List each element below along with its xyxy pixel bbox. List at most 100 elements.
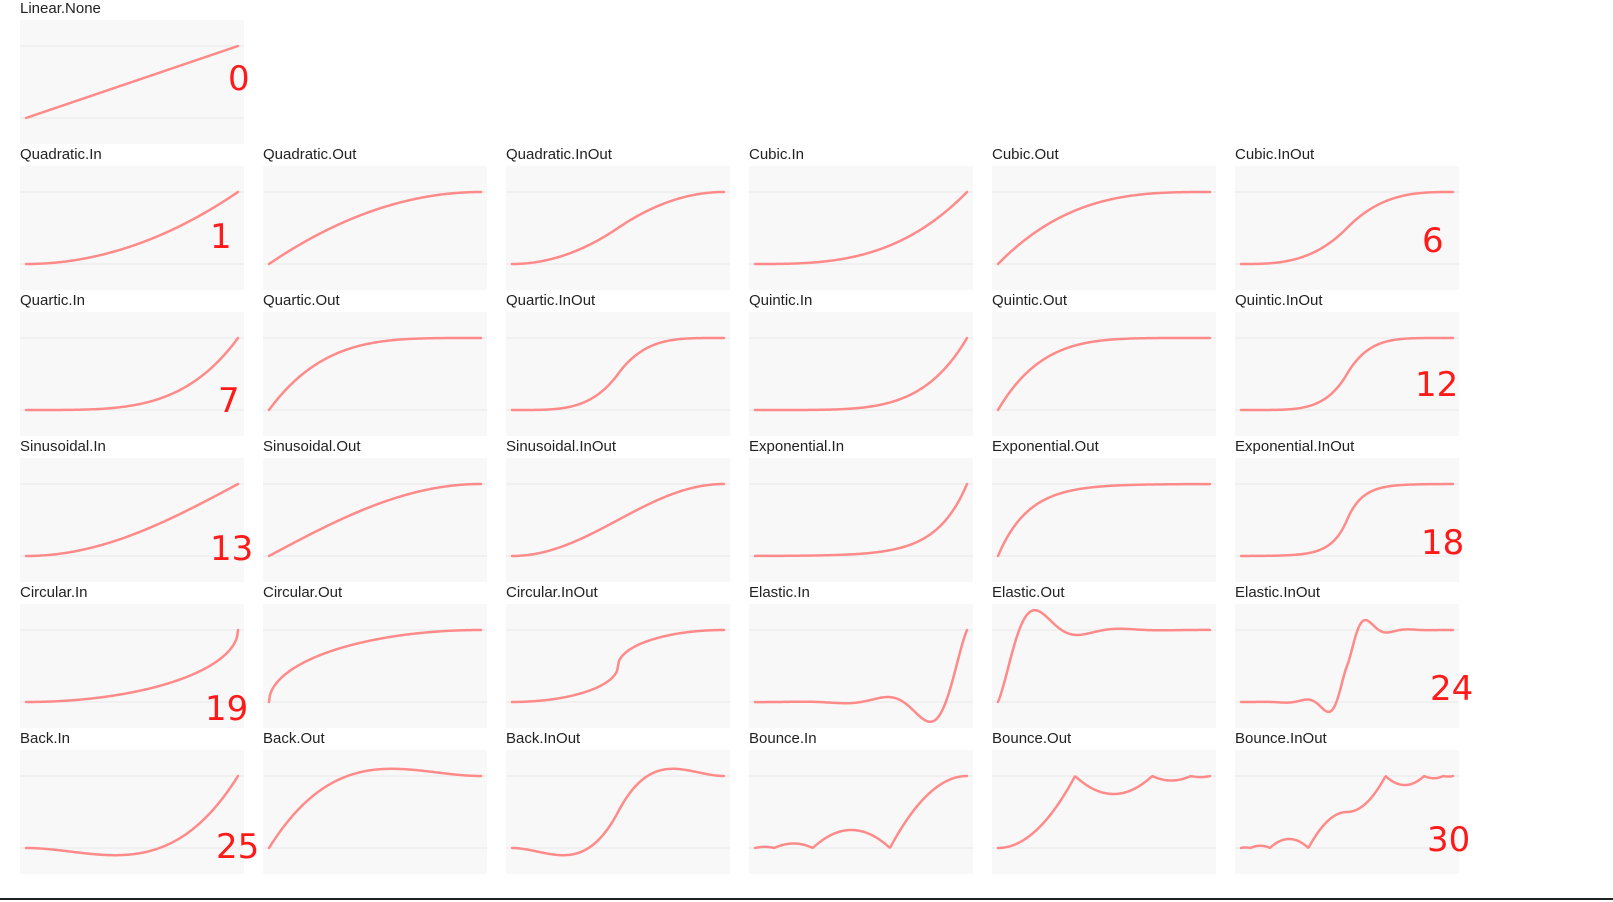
easing-plot-svg [749, 604, 973, 728]
easing-title: Sinusoidal.In [20, 438, 106, 455]
easing-plot-svg [20, 20, 244, 144]
easing-plot [992, 166, 1216, 290]
plot-background [263, 312, 487, 436]
easing-cell-bounceOut: Bounce.Out [992, 730, 1222, 880]
easing-title: Sinusoidal.Out [263, 438, 361, 455]
easing-plot [992, 312, 1216, 436]
easing-title: Exponential.In [749, 438, 845, 455]
easing-cell-circInOut: Circular.InOut [506, 584, 736, 734]
plot-background [992, 166, 1216, 290]
easing-curve [510, 482, 726, 558]
easing-plot-svg [992, 166, 1216, 290]
easing-curve [753, 336, 969, 412]
easing-cell-linear: Linear.None [20, 0, 250, 150]
easing-plot-svg [1235, 312, 1459, 436]
easing-cell-elasticInOut: Elastic.InOut [1235, 584, 1465, 734]
easing-title: Bounce.In [749, 730, 817, 747]
index-badge: 13 [210, 529, 254, 569]
easing-cell-elasticOut: Elastic.Out [992, 584, 1222, 734]
easing-plot [20, 312, 244, 436]
easing-cell-expoIn: Exponential.In [749, 438, 979, 588]
easing-title: Back.In [20, 730, 71, 747]
easing-title: Quartic.InOut [506, 292, 596, 309]
easing-title: Back.InOut [506, 730, 581, 747]
easing-title: Elastic.Out [992, 584, 1065, 601]
easing-plot [506, 458, 730, 582]
index-badge: 19 [205, 689, 249, 729]
easing-plot [749, 458, 973, 582]
easing-cell-expoInOut: Exponential.InOut [1235, 438, 1465, 588]
plot-background [263, 166, 487, 290]
easing-plot-svg [1235, 166, 1459, 290]
easing-plot [263, 604, 487, 728]
easing-curve [267, 767, 483, 850]
easing-plot-svg [1235, 458, 1459, 582]
easing-cell-quadInOut: Quadratic.InOut [506, 146, 736, 296]
easing-plot [20, 750, 244, 874]
easing-plot-svg [20, 458, 244, 582]
easing-curve [510, 190, 726, 266]
easing-plot [506, 604, 730, 728]
easing-plot-svg [749, 750, 973, 874]
easing-title: Sinusoidal.InOut [506, 438, 617, 455]
easing-curve [510, 336, 726, 412]
easing-plot-svg [992, 458, 1216, 582]
easing-cell-backIn: Back.In [20, 730, 250, 880]
easing-curve [24, 628, 240, 704]
easing-plot [263, 166, 487, 290]
easing-title: Elastic.In [749, 584, 810, 601]
plot-background [749, 166, 973, 290]
easing-title: Circular.InOut [506, 584, 598, 601]
easing-plot [20, 604, 244, 728]
easing-title: Quintic.Out [992, 292, 1068, 309]
easing-plot [263, 750, 487, 874]
easing-plot [749, 604, 973, 728]
easing-plot [992, 458, 1216, 582]
easing-plot [20, 166, 244, 290]
easing-cell-bounceIn: Bounce.In [749, 730, 979, 880]
easing-plot-svg [506, 604, 730, 728]
easing-plot-svg [263, 604, 487, 728]
easing-plot [1235, 750, 1459, 874]
easing-curve [753, 482, 969, 558]
easing-cell-quintInOut: Quintic.InOut [1235, 292, 1465, 442]
easing-cell-cubicIn: Cubic.In [749, 146, 979, 296]
easing-title: Quintic.In [749, 292, 813, 309]
easing-title: Elastic.InOut [1235, 584, 1321, 601]
easing-title: Back.Out [263, 730, 325, 747]
easing-plot [506, 312, 730, 436]
index-badge: 25 [216, 827, 260, 867]
easing-curve [267, 628, 483, 704]
easing-plot-svg [506, 166, 730, 290]
easing-plot-svg [263, 750, 487, 874]
index-badge: 0 [228, 59, 250, 99]
easing-title: Quadratic.Out [263, 146, 357, 163]
easing-title: Linear.None [20, 0, 101, 17]
easing-title: Quadratic.In [20, 146, 102, 163]
easing-cell-elasticIn: Elastic.In [749, 584, 979, 734]
easing-cell-quintOut: Quintic.Out [992, 292, 1222, 442]
index-badge: 12 [1415, 365, 1459, 405]
easing-curve [267, 482, 483, 558]
easing-plot-svg [1235, 750, 1459, 874]
plot-background [749, 750, 973, 874]
easing-cell-sineOut: Sinusoidal.Out [263, 438, 493, 588]
easing-cell-quartInOut: Quartic.InOut [506, 292, 736, 442]
plot-background [20, 312, 244, 436]
easing-curve [24, 336, 240, 412]
easing-curve [753, 190, 969, 266]
easing-title: Quadratic.InOut [506, 146, 612, 163]
easing-plot-svg [749, 312, 973, 436]
plot-background [749, 458, 973, 582]
easing-curve [1239, 190, 1455, 266]
plot-background [263, 458, 487, 582]
easing-curve [753, 774, 969, 850]
easing-plot [749, 750, 973, 874]
easing-plot-svg [506, 312, 730, 436]
easing-curve [267, 336, 483, 412]
easing-plot-svg [20, 750, 244, 874]
easing-title: Cubic.In [749, 146, 805, 163]
easing-title: Quartic.In [20, 292, 86, 309]
easing-cell-backInOut: Back.InOut [506, 730, 736, 880]
easing-plot [1235, 604, 1459, 728]
